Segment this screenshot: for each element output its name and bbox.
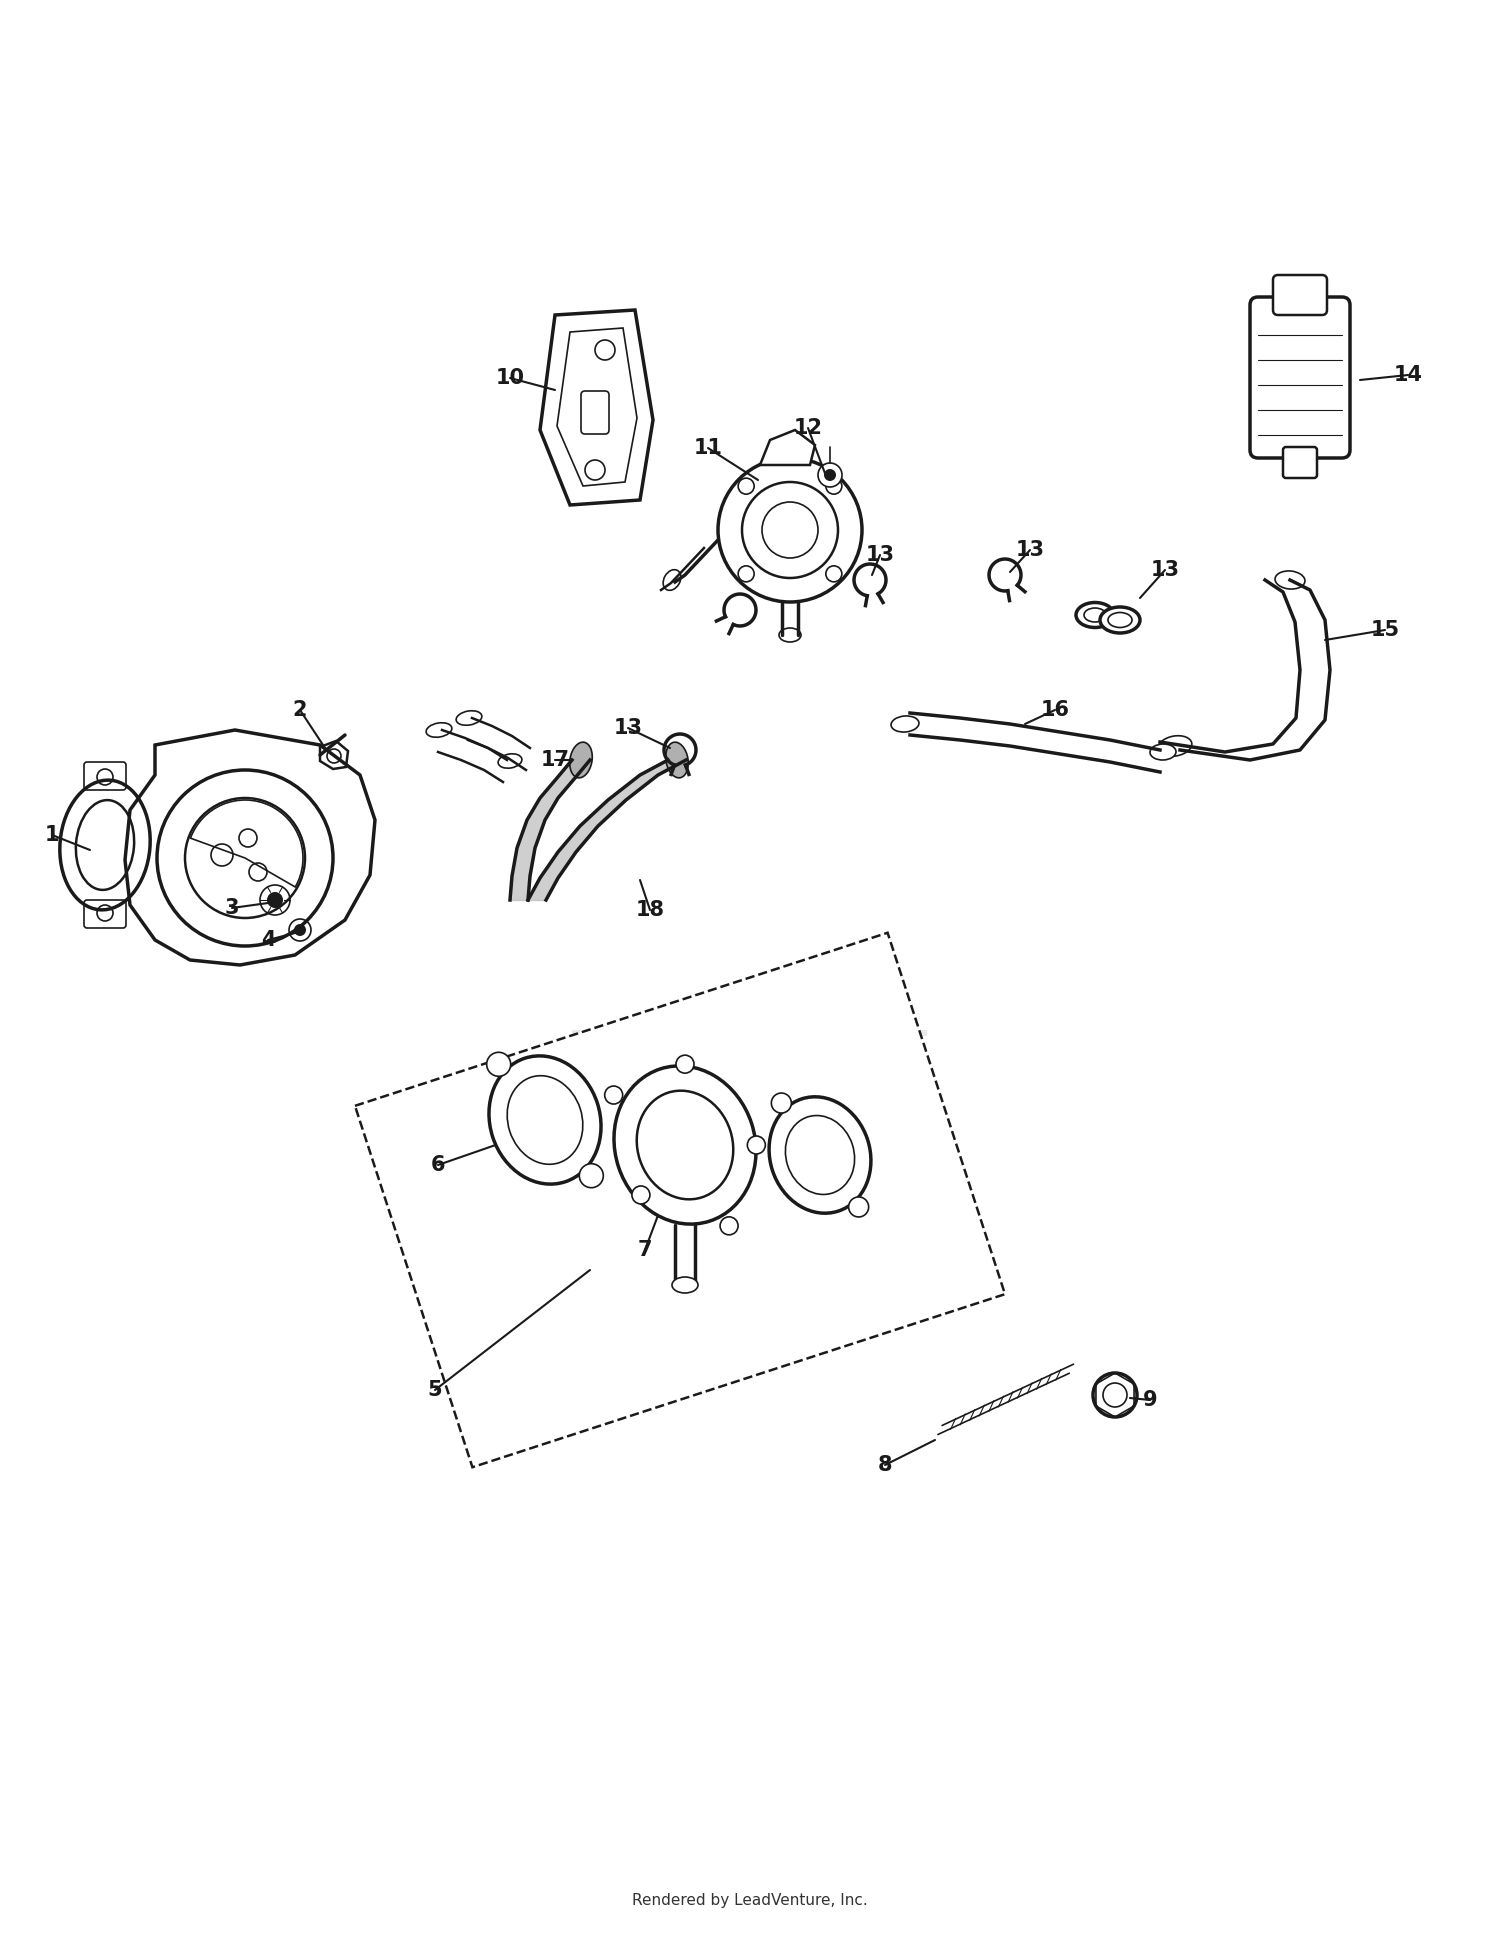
- Circle shape: [486, 1052, 510, 1077]
- Text: 13: 13: [865, 545, 894, 565]
- Text: 9: 9: [1143, 1390, 1158, 1409]
- Text: 13: 13: [614, 718, 642, 738]
- Ellipse shape: [663, 569, 681, 590]
- Circle shape: [604, 1087, 622, 1104]
- FancyBboxPatch shape: [1274, 276, 1328, 314]
- Circle shape: [771, 1093, 792, 1112]
- Text: 15: 15: [1371, 619, 1400, 641]
- Circle shape: [579, 1165, 603, 1188]
- Text: 10: 10: [495, 369, 525, 388]
- Circle shape: [818, 464, 842, 487]
- Polygon shape: [540, 311, 652, 505]
- Circle shape: [720, 1217, 738, 1234]
- Circle shape: [1094, 1372, 1137, 1417]
- Text: 6: 6: [430, 1155, 445, 1174]
- Ellipse shape: [426, 722, 451, 738]
- Ellipse shape: [1158, 736, 1192, 757]
- Ellipse shape: [672, 1277, 698, 1293]
- Text: 18: 18: [636, 901, 664, 920]
- Text: LEADVENTURE: LEADVENTURE: [568, 1029, 932, 1071]
- Ellipse shape: [891, 716, 920, 732]
- Text: 4: 4: [261, 930, 276, 949]
- Text: 2: 2: [292, 701, 308, 720]
- FancyBboxPatch shape: [1250, 297, 1350, 458]
- Text: 13: 13: [1150, 561, 1179, 580]
- Text: 17: 17: [540, 749, 570, 771]
- Text: 13: 13: [1016, 540, 1044, 561]
- Ellipse shape: [570, 741, 592, 778]
- Text: 16: 16: [1041, 701, 1070, 720]
- FancyBboxPatch shape: [1282, 446, 1317, 477]
- Polygon shape: [356, 934, 1005, 1467]
- Text: 3: 3: [225, 899, 240, 918]
- Text: 12: 12: [794, 417, 822, 439]
- Ellipse shape: [770, 1097, 871, 1213]
- Circle shape: [294, 924, 306, 936]
- Circle shape: [632, 1186, 650, 1203]
- Circle shape: [747, 1135, 765, 1155]
- Text: 5: 5: [427, 1380, 442, 1399]
- Ellipse shape: [666, 741, 688, 778]
- Ellipse shape: [456, 710, 482, 726]
- Circle shape: [718, 458, 862, 602]
- Circle shape: [676, 1056, 694, 1073]
- Text: Rendered by LeadVenture, Inc.: Rendered by LeadVenture, Inc.: [632, 1892, 868, 1908]
- Circle shape: [267, 893, 284, 908]
- Text: 11: 11: [693, 439, 723, 458]
- Circle shape: [849, 1198, 868, 1217]
- Text: 1: 1: [45, 825, 60, 844]
- Circle shape: [824, 470, 836, 481]
- Ellipse shape: [614, 1066, 756, 1225]
- Ellipse shape: [1100, 608, 1140, 633]
- Ellipse shape: [498, 753, 522, 769]
- Text: 8: 8: [878, 1456, 892, 1475]
- Polygon shape: [760, 431, 814, 466]
- Ellipse shape: [1275, 571, 1305, 588]
- Polygon shape: [320, 741, 348, 769]
- Text: 7: 7: [638, 1240, 652, 1260]
- Text: 14: 14: [1394, 365, 1422, 384]
- Ellipse shape: [489, 1056, 602, 1184]
- Ellipse shape: [1150, 743, 1176, 761]
- Ellipse shape: [778, 629, 801, 642]
- Ellipse shape: [1076, 602, 1114, 627]
